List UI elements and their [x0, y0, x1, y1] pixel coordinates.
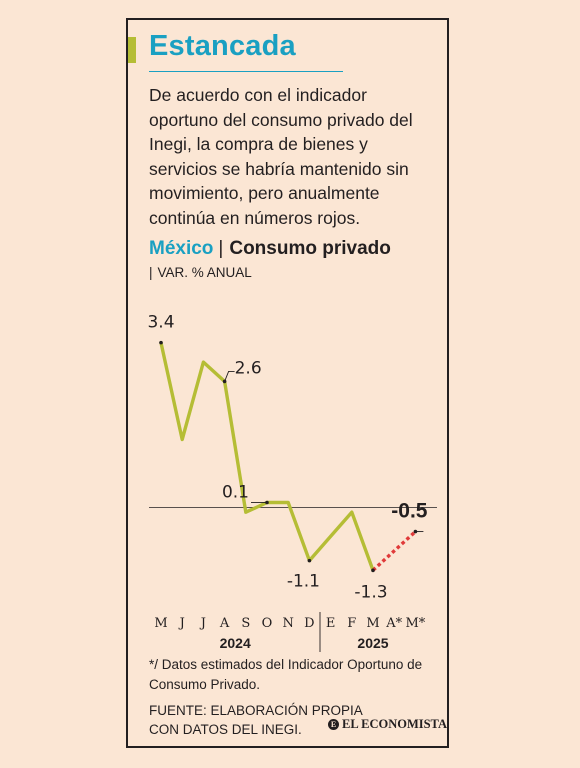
x-tick-label: A* [385, 616, 402, 631]
chart-description: De acuerdo con el indicador oportuno del… [149, 85, 413, 228]
unit-label: | VAR. % ANUAL [149, 265, 252, 280]
source-line-2: CON DATOS DEL INEGI. [149, 722, 302, 737]
x-tick-label: O [262, 616, 273, 631]
year-label: 2024 [220, 635, 251, 651]
chart-footnote: */ Datos estimados del Indicador Oportun… [149, 657, 423, 692]
x-tick-label: J [199, 616, 206, 631]
source-line-1: FUENTE: ELABORACIÓN PROPIA [149, 703, 363, 718]
x-tick-label: S [241, 616, 250, 631]
publisher-logo: E EL ECONOMISTA [328, 717, 447, 732]
data-point-marker [265, 500, 269, 505]
x-tick-label: M* [405, 616, 425, 631]
x-tick-label: M [154, 616, 167, 631]
data-point-marker [159, 340, 163, 345]
data-point-marker [413, 529, 418, 534]
x-tick-label: A [219, 616, 230, 631]
x-tick-label: N [283, 616, 294, 631]
subtitle-separator: | [218, 238, 224, 259]
data-point-marker [371, 568, 375, 573]
x-tick-label: D [304, 616, 314, 631]
data-point-marker [307, 558, 312, 563]
data-label: -0.5 [391, 500, 428, 523]
publisher-logo-icon: E [328, 719, 339, 730]
chart-title: Estancada [149, 30, 296, 62]
data-point-marker [222, 379, 227, 384]
x-tick-label: J [178, 616, 185, 631]
title-accent-bar [128, 37, 136, 63]
data-label: 0.1 [222, 483, 249, 503]
title-underline [149, 71, 343, 72]
unit-text: VAR. % ANUAL [157, 265, 252, 280]
unit-bar: | [149, 265, 153, 280]
data-label: 2.6 [235, 358, 262, 378]
data-label: 3.4 [147, 313, 174, 333]
chart-source: FUENTE: ELABORACIÓN PROPIA CON DATOS DEL… [149, 701, 363, 739]
infographic-card [126, 18, 449, 748]
data-label: -1.1 [287, 572, 320, 592]
x-tick-label: E [326, 616, 336, 631]
data-label: -1.3 [354, 582, 387, 602]
x-tick-label: F [347, 616, 356, 631]
chart-subtitle: México | Consumo privado [149, 238, 391, 260]
series-line-estimated [371, 530, 417, 572]
subtitle-indicator: Consumo privado [229, 238, 391, 259]
year-label: 2025 [357, 635, 388, 651]
series-line-actual [159, 341, 375, 572]
x-tick-label: M [366, 616, 379, 631]
label-leader-line [224, 370, 235, 382]
publisher-name: EL ECONOMISTA [342, 717, 447, 731]
subtitle-country: México [149, 238, 214, 259]
